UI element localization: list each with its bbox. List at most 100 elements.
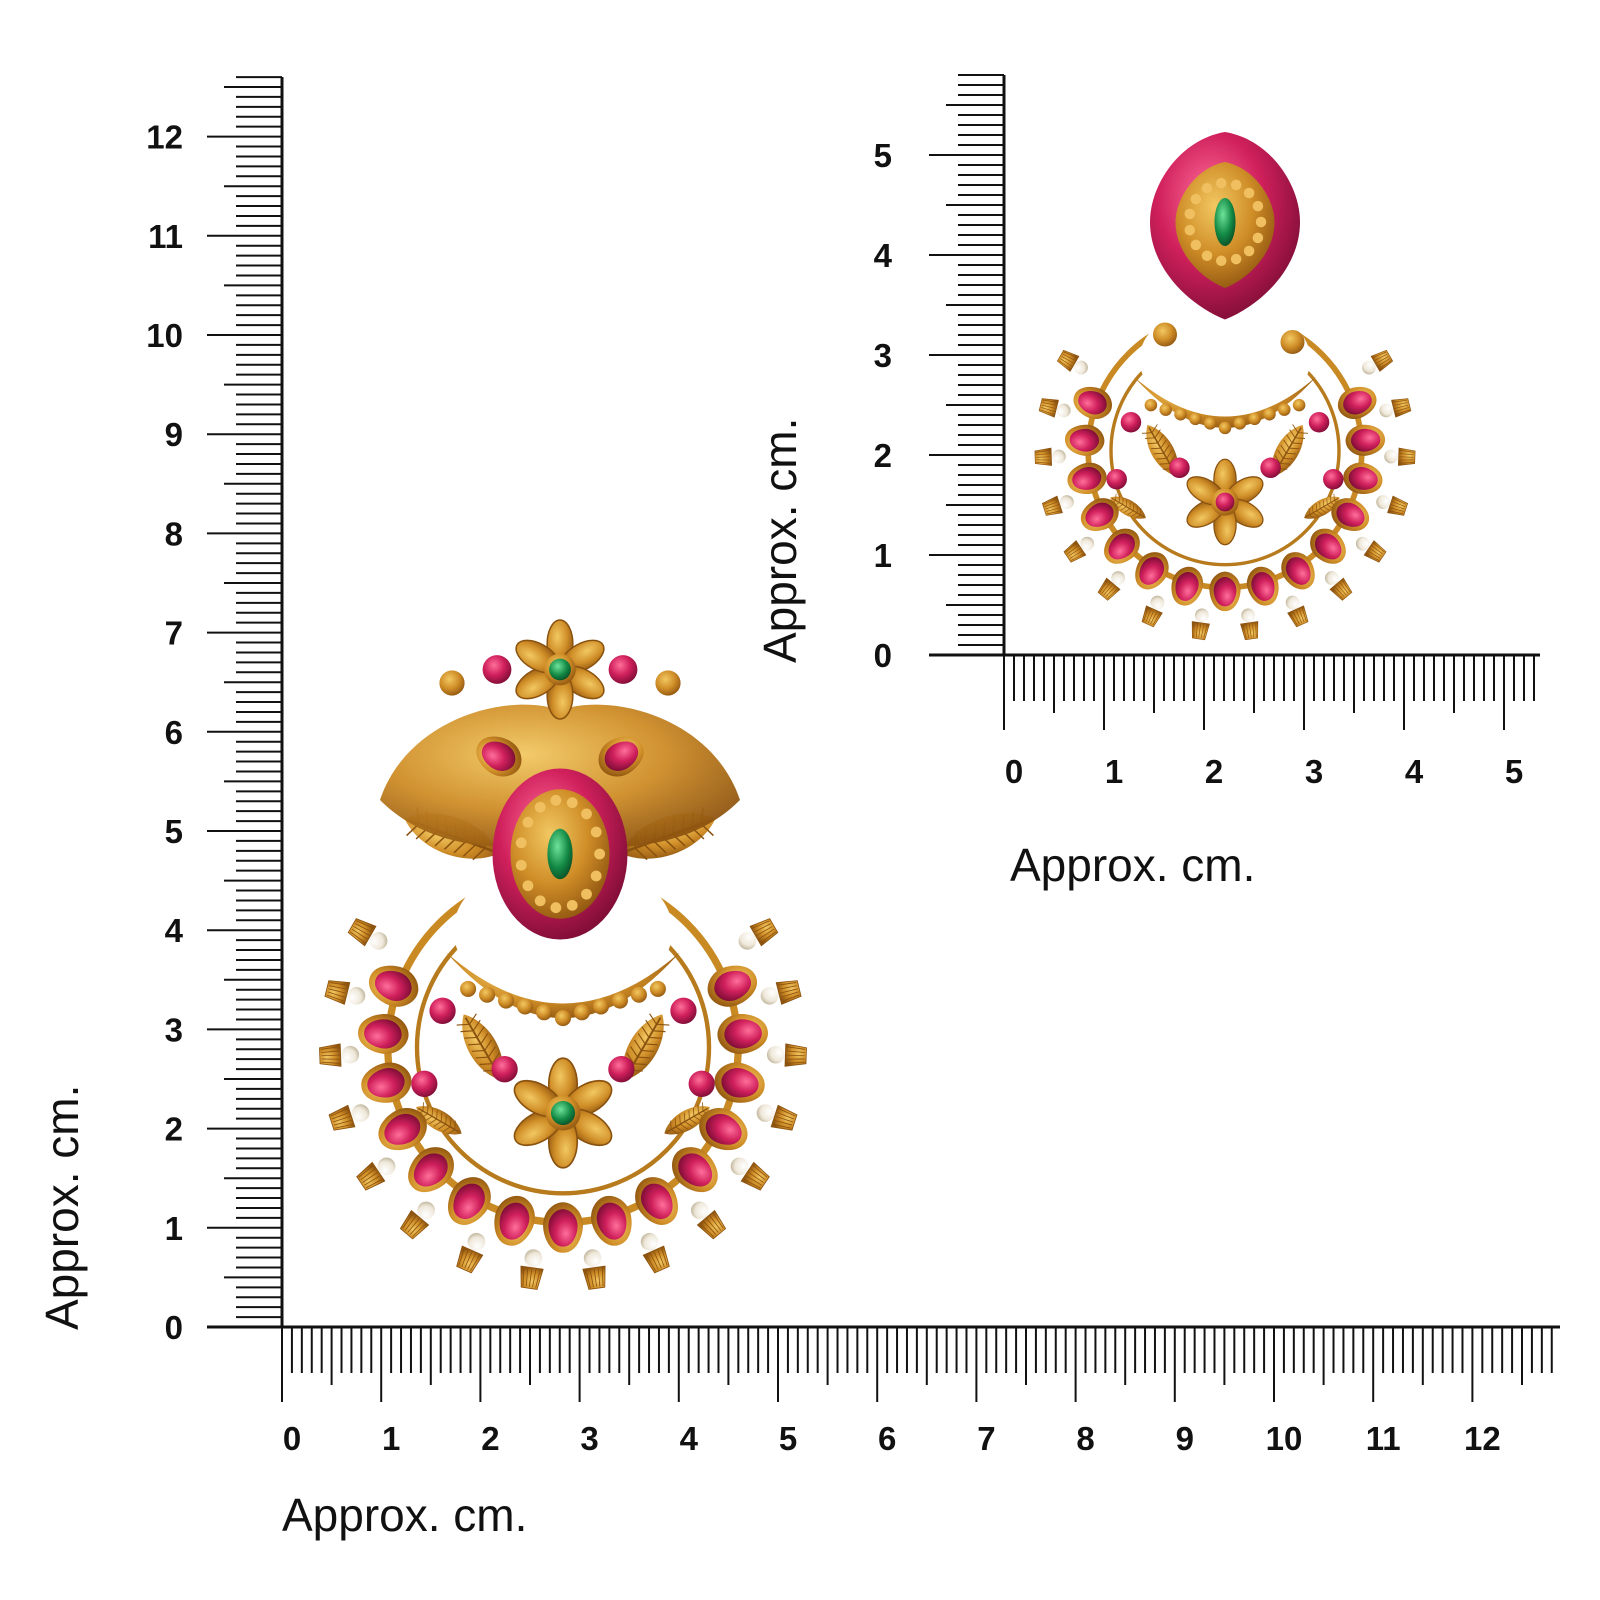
ruby-teardrop [1104, 528, 1140, 564]
earring-body [1034, 302, 1416, 641]
gold-bead [630, 986, 647, 1003]
bell-charm [399, 1201, 436, 1240]
ruby-teardrop [1345, 424, 1386, 456]
bell-charm [1034, 447, 1066, 466]
large-x-tick-label: 3 [580, 1420, 598, 1457]
ruby-teardrop [494, 1195, 535, 1246]
bell-charm [347, 918, 388, 950]
large-y-tick-label: 5 [165, 813, 183, 850]
bell-charm [1141, 595, 1165, 628]
pearl [1051, 449, 1066, 464]
ruby-teardrop [448, 1177, 491, 1225]
bell-charm [1038, 398, 1071, 418]
emerald-stone [547, 828, 573, 880]
gold-bead [655, 670, 681, 696]
large-x-tick-label: 11 [1366, 1420, 1401, 1457]
ruby-teardrop [1343, 462, 1383, 494]
pearl [1324, 571, 1339, 585]
gold-bead [1252, 200, 1264, 212]
earring-stud-top [1150, 132, 1305, 354]
large-x-axis-ticks [207, 1325, 1560, 1402]
large-x-tick-label: 4 [680, 1420, 699, 1457]
ruby-teardrop [361, 1062, 412, 1103]
bell-charm [1355, 536, 1387, 563]
bell-charm [456, 1232, 486, 1274]
pearl [341, 1045, 360, 1064]
gold-bead [1201, 182, 1213, 194]
small-y-tick-label: 3 [874, 337, 892, 374]
ruby-teardrop [591, 1195, 632, 1246]
ruby-stone [1120, 411, 1142, 433]
gold-bead [1201, 250, 1213, 262]
pearl [760, 986, 779, 1005]
bell-charm [1097, 571, 1126, 601]
ruby-stone [670, 997, 697, 1024]
bell-charm [730, 1157, 770, 1191]
small-y-tick-label: 0 [874, 637, 892, 674]
large-x-axis-labels: 0 1 2 3 4 5 6 7 8 9 10 11 12 [283, 1420, 1501, 1457]
gold-bead [592, 998, 609, 1015]
gold-bead [1243, 187, 1255, 199]
pearl [1376, 495, 1390, 509]
pearl [640, 1232, 659, 1251]
ruby-stone [1260, 457, 1281, 479]
gold-bead [515, 837, 527, 849]
ruby-teardrop [707, 965, 758, 1007]
pearl [1111, 571, 1126, 585]
center-stone [550, 1100, 576, 1126]
gold-flower [515, 619, 605, 720]
gold-bead [1189, 412, 1202, 426]
bell-charm [756, 1104, 798, 1131]
gold-bead [581, 888, 592, 900]
pearl [467, 1232, 486, 1251]
large-x-tick-label: 2 [481, 1420, 499, 1457]
large-y-tick-label: 12 [146, 119, 183, 156]
ruby-teardrop [717, 1014, 768, 1054]
gold-bead [534, 801, 546, 813]
pearl [1060, 495, 1074, 509]
ruby-stone [1323, 468, 1344, 490]
large-x-tick-label: 7 [977, 1420, 995, 1457]
gold-bead [590, 870, 602, 882]
bell-charm [328, 1104, 370, 1131]
ruby-stone [429, 997, 456, 1024]
crescent-cutout [1139, 302, 1311, 417]
gold-bead [460, 980, 477, 997]
ruby-stone [1308, 411, 1330, 433]
small-y-axis-ticks [929, 74, 1006, 656]
ruby-teardrop [1171, 566, 1204, 606]
gold-bead [611, 992, 628, 1009]
ruby-stone [1106, 468, 1127, 490]
small-y-tick-label: 5 [874, 137, 892, 174]
large-x-tick-label: 10 [1266, 1420, 1303, 1457]
pearl [417, 1201, 436, 1220]
gold-bead [1230, 179, 1242, 191]
bell-charm [1379, 398, 1412, 418]
chandbali-earring-large-image [319, 619, 807, 1290]
bell-charm [738, 918, 779, 950]
ruby-teardrop [1073, 386, 1112, 419]
gold-bead [1252, 232, 1264, 244]
gold-flower [513, 1057, 613, 1169]
small-x-tick-label: 5 [1505, 753, 1523, 790]
small-x-tick-label: 3 [1305, 753, 1323, 790]
large-x-axis-title: Approx. cm. [282, 1489, 527, 1541]
gold-bead [550, 794, 562, 806]
ruby-teardrop [1331, 498, 1370, 531]
ruby-teardrop [1064, 424, 1105, 456]
gold-bead [1218, 421, 1232, 435]
ruby-teardrop [378, 1108, 427, 1151]
gold-bead [522, 816, 534, 828]
pearl [1379, 403, 1394, 418]
gold-bead [1215, 177, 1227, 189]
ruby-teardrop [1209, 571, 1241, 612]
bell-charm [356, 1157, 396, 1191]
gold-bead [1144, 398, 1158, 412]
large-x-tick-label: 12 [1464, 1420, 1501, 1457]
large-y-tick-label: 0 [165, 1309, 183, 1346]
gold-bead [550, 902, 562, 914]
center-stone [1215, 492, 1235, 512]
gold-bead [594, 848, 605, 860]
ruby-stone [482, 655, 512, 684]
